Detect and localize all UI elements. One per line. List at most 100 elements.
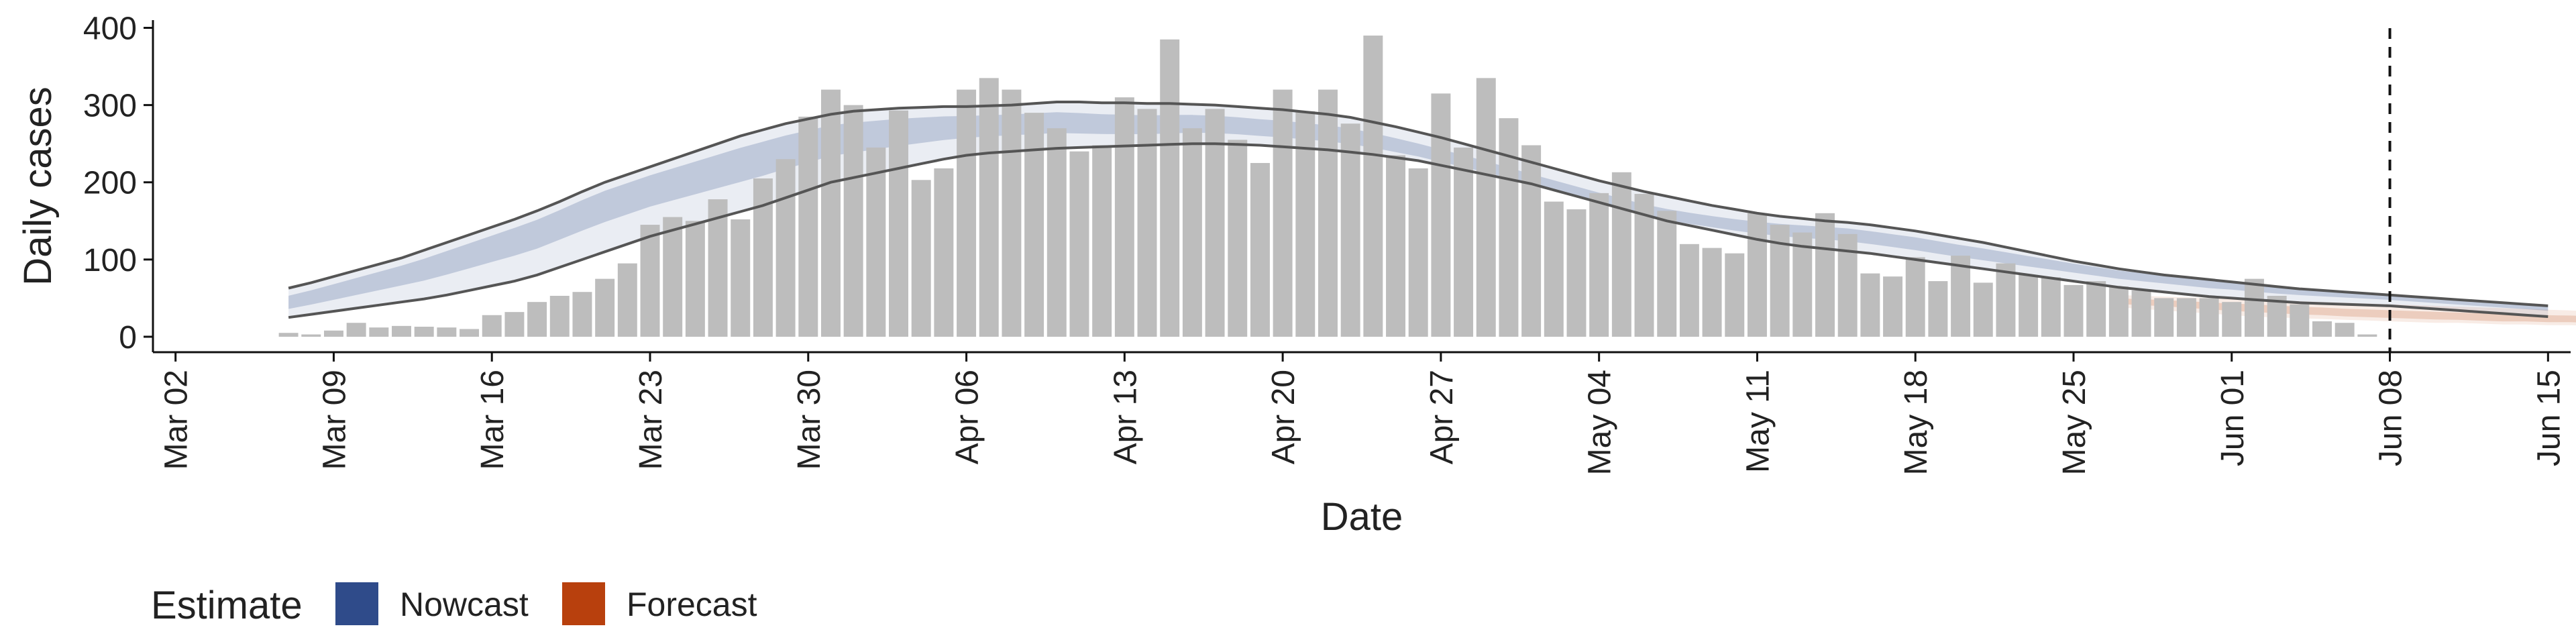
bar [934, 168, 954, 337]
y-tick-label: 0 [119, 320, 137, 356]
bar [1454, 147, 1474, 337]
nowcast-upper-line [288, 101, 2548, 307]
bar [460, 329, 480, 337]
bar [1951, 256, 1971, 337]
bar [1679, 244, 1699, 337]
x-tick-label: Apr 20 [1266, 370, 1301, 464]
x-tick-label: Jun 01 [2215, 370, 2251, 466]
y-tick-label: 300 [83, 89, 137, 124]
x-tick-label: Mar 09 [317, 370, 352, 470]
bar [798, 116, 818, 337]
bar [1318, 89, 1338, 337]
x-tick-label: Mar 02 [159, 370, 195, 470]
bar [1114, 97, 1134, 337]
bar [2176, 298, 2196, 337]
y-tick-label: 200 [83, 166, 137, 201]
x-axis-ticks: Mar 02 Mar 09 Mar 16 Mar 23 Mar 30 Apr 06 Apr … [159, 352, 2567, 475]
bar [323, 330, 343, 337]
x-tick-label: Mar 16 [475, 370, 511, 470]
bar [1137, 109, 1157, 337]
bar [1566, 209, 1587, 337]
x-tick-label: Apr 06 [950, 370, 985, 464]
bar [663, 217, 683, 337]
bar [1521, 145, 1542, 337]
bar [437, 327, 457, 337]
bar [2312, 321, 2332, 337]
y-axis-title: Daily cases [16, 87, 60, 286]
bar [1002, 89, 1022, 337]
bar [392, 325, 411, 337]
bar [1815, 213, 1835, 337]
legend-label-nowcast: Nowcast [400, 586, 529, 623]
bar [2244, 278, 2264, 337]
bar [1792, 232, 1813, 337]
bar [2290, 304, 2310, 337]
bar [504, 312, 525, 337]
bar [2131, 290, 2151, 337]
x-tick-label: Jun 15 [2531, 370, 2567, 466]
legend-key-nowcast [335, 582, 378, 625]
bar [346, 323, 366, 337]
x-tick-label: May 18 [1898, 370, 1934, 475]
bar [2154, 298, 2174, 337]
bar [1702, 248, 1722, 337]
legend-label-forecast: Forecast [627, 586, 757, 623]
bar [482, 315, 502, 337]
bar [1431, 93, 1451, 337]
bar [2041, 277, 2061, 337]
bar [1476, 78, 1496, 337]
bar [549, 295, 570, 337]
estimate-lines [288, 101, 2548, 319]
bar [2108, 286, 2129, 337]
bar [278, 333, 299, 337]
bar [1996, 263, 2016, 337]
bar [1973, 282, 1993, 337]
x-tick-label: Mar 23 [633, 370, 669, 470]
x-tick-label: Jun 08 [2373, 370, 2409, 466]
bar [889, 110, 908, 337]
x-tick-label: Apr 13 [1108, 370, 1143, 464]
bar [617, 263, 637, 337]
bar [685, 221, 705, 337]
bar [1069, 151, 1089, 337]
bar [1747, 213, 1767, 337]
bar [1182, 128, 1202, 337]
bar [527, 302, 547, 337]
x-tick-label: May 25 [2057, 370, 2092, 475]
y-axis-ticks: 0 100 200 300 400 [83, 11, 153, 356]
bar [2199, 298, 2219, 337]
bar [1905, 257, 1925, 337]
bar [2086, 281, 2106, 337]
bar [1499, 118, 1519, 337]
bar [2222, 302, 2242, 337]
bar [2063, 284, 2084, 337]
x-tick-label: Apr 27 [1424, 370, 1460, 464]
bar [301, 334, 321, 337]
bar [1250, 162, 1270, 337]
bar [843, 105, 863, 337]
y-tick-label: 400 [83, 11, 137, 47]
bar [1611, 172, 1631, 337]
bar [1363, 36, 1383, 337]
bar [1295, 111, 1316, 337]
bar [1160, 39, 1180, 337]
x-tick-label: May 11 [1740, 370, 1776, 473]
bar [1340, 123, 1360, 337]
bar [1928, 281, 1948, 337]
bar [1544, 201, 1564, 337]
bar [1024, 113, 1044, 337]
nowcast-lower-line [288, 142, 2548, 319]
bar [775, 159, 796, 337]
bar [866, 147, 886, 337]
bar [1725, 253, 1745, 337]
bar [595, 278, 615, 337]
legend-key-forecast [562, 582, 605, 625]
legend-title: Estimate [151, 584, 303, 627]
bar [708, 199, 728, 337]
bar [911, 180, 931, 337]
y-tick-label: 100 [83, 243, 137, 278]
bar [1092, 145, 1112, 337]
bar [2019, 274, 2039, 337]
bar [731, 219, 751, 337]
